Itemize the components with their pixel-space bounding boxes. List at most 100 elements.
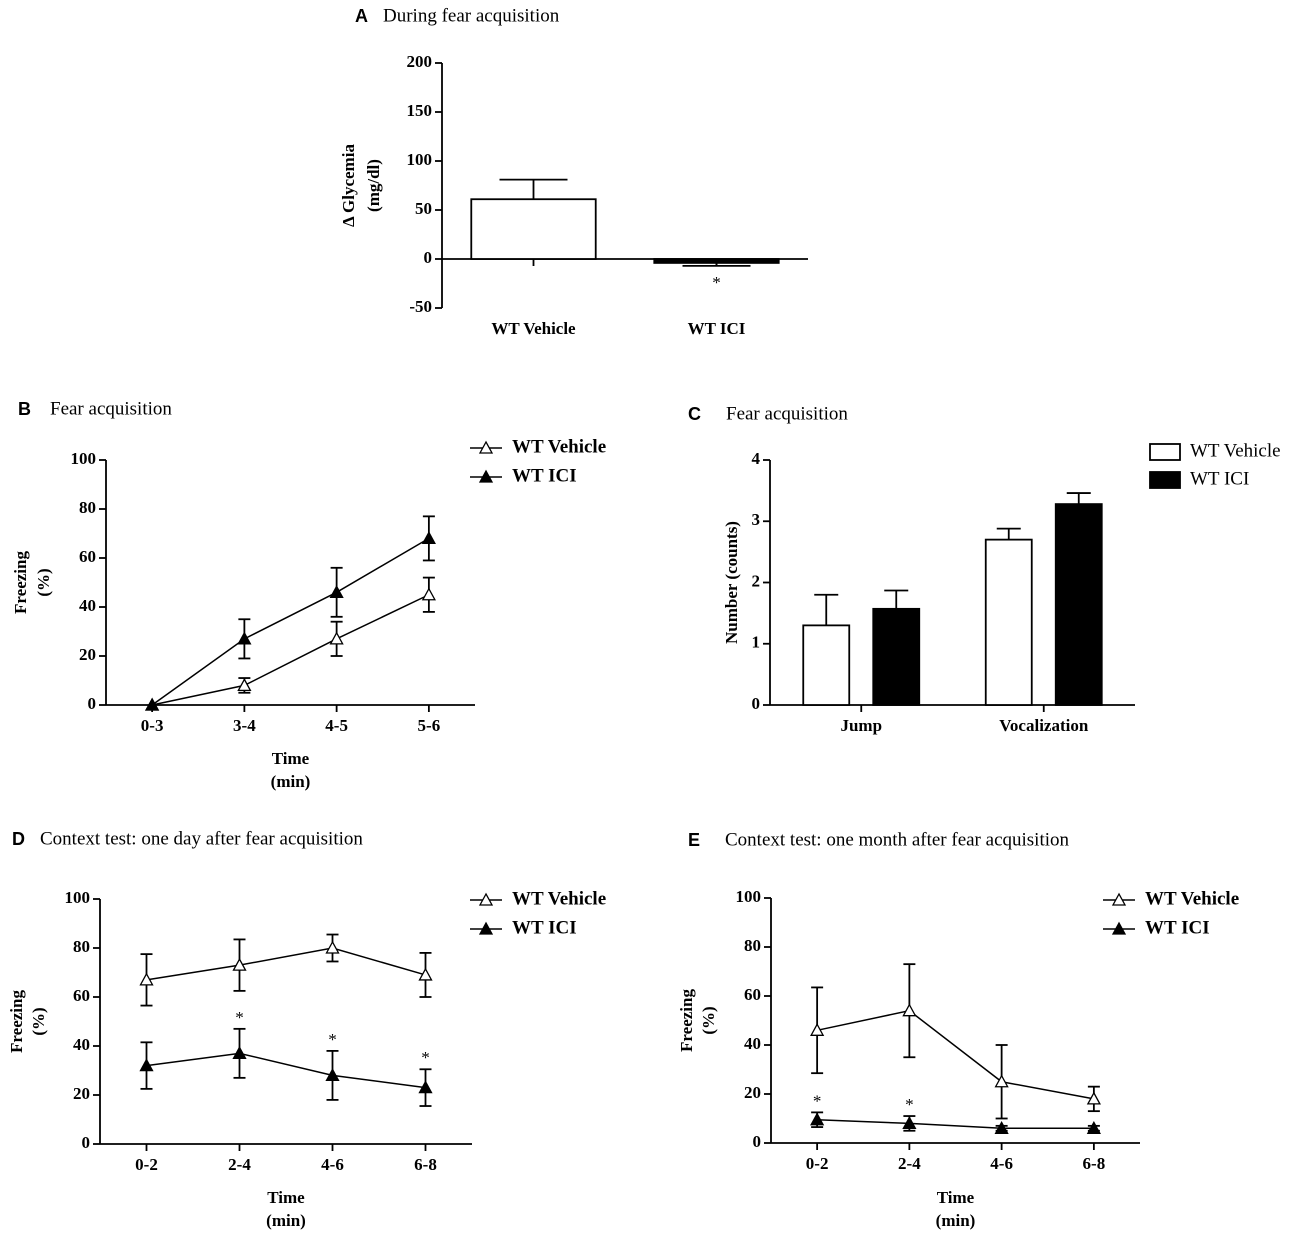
y-tick-label: 20 [79, 645, 96, 664]
series-line [816, 1009, 1095, 1100]
x-tick-label: 3-4 [233, 716, 256, 735]
x-tick-label: 6-8 [414, 1155, 437, 1174]
y-tick-label: 100 [65, 888, 91, 907]
annotation: * [813, 1091, 822, 1110]
x-tick-label: 0-2 [135, 1155, 158, 1174]
marker [139, 972, 154, 986]
chart-title: Context test: one month after fear acqui… [725, 829, 1070, 850]
legend-label: WT ICI [512, 917, 577, 938]
series-line [151, 594, 430, 706]
y-axis-label: Freezing [677, 989, 696, 1052]
x-axis-label: Time [272, 749, 310, 768]
legend-label: WT ICI [1190, 468, 1249, 489]
y-axis-label: (%) [699, 1006, 718, 1034]
x-tick-label: 0-2 [806, 1154, 829, 1173]
bar [470, 198, 597, 260]
y-tick-label: 3 [752, 510, 761, 529]
x-tick-label: 4-6 [990, 1154, 1013, 1173]
chart-title: Fear acquisition [726, 403, 848, 424]
series-line [146, 1052, 426, 1089]
marker [325, 1068, 340, 1082]
x-axis-label: (min) [266, 1211, 306, 1230]
chart-title: Fear acquisition [50, 398, 172, 419]
y-tick-label: 40 [744, 1034, 761, 1053]
y-tick-label: 150 [407, 101, 433, 120]
marker [325, 940, 340, 954]
legend-marker [478, 440, 494, 454]
annotation: * [235, 1008, 244, 1027]
legend-label: WT Vehicle [1190, 440, 1281, 461]
legend-label: WT ICI [512, 465, 577, 486]
y-tick-label: 1 [752, 633, 761, 652]
y-tick-label: 50 [415, 199, 432, 218]
x-tick-label: 2-4 [228, 1155, 251, 1174]
y-tick-label: 0 [752, 694, 761, 713]
marker [902, 1116, 917, 1130]
x-tick-label: WT ICI [688, 319, 746, 338]
marker [810, 1022, 825, 1036]
bar [802, 624, 851, 706]
y-tick-label: 100 [71, 449, 97, 468]
bar [872, 607, 921, 706]
x-tick-label: Jump [840, 716, 882, 735]
x-tick-label: 0-3 [141, 716, 164, 735]
y-tick-label: 40 [79, 596, 96, 615]
x-tick-label: WT Vehicle [491, 319, 576, 338]
y-axis-label: Freezing [11, 551, 30, 614]
bar [984, 538, 1033, 706]
x-axis-label: Time [937, 1188, 975, 1207]
series-line [817, 1118, 1094, 1130]
y-tick-label: 80 [73, 937, 90, 956]
panel-letter: C [688, 404, 701, 424]
marker [1086, 1120, 1101, 1134]
legend-label: WT ICI [1145, 917, 1210, 938]
annotation: * [905, 1095, 914, 1114]
y-tick-label: 2 [752, 571, 761, 590]
legend-marker [478, 921, 494, 935]
panel-letter: D [12, 829, 25, 849]
marker [232, 1045, 247, 1059]
marker [237, 678, 252, 692]
series-line [151, 537, 430, 706]
y-tick-label: 60 [73, 986, 90, 1005]
marker [810, 1112, 825, 1126]
marker [139, 1058, 154, 1072]
marker [418, 1080, 433, 1094]
marker [421, 531, 436, 545]
annotation: * [328, 1030, 337, 1049]
x-tick-label: 4-5 [325, 716, 348, 735]
annotation: * [421, 1048, 430, 1067]
bar [1054, 503, 1103, 706]
marker [902, 1003, 917, 1017]
y-tick-label: 4 [752, 449, 761, 468]
y-axis-label: Δ Glycemia [339, 144, 358, 227]
legend-marker [478, 892, 494, 906]
y-tick-label: 60 [79, 547, 96, 566]
chart-title: Context test: one day after fear acquisi… [40, 828, 363, 849]
legend-label: WT Vehicle [1145, 888, 1239, 909]
legend-marker [478, 469, 494, 483]
legend-label: WT Vehicle [512, 436, 606, 457]
y-axis-label: (%) [29, 1007, 48, 1035]
x-axis-label: Time [267, 1188, 305, 1207]
marker [237, 631, 252, 645]
marker [418, 967, 433, 981]
x-tick-label: 2-4 [898, 1154, 921, 1173]
y-axis-label: Freezing [7, 990, 26, 1053]
y-tick-label: 100 [407, 150, 433, 169]
marker [421, 587, 436, 601]
y-axis-label: (%) [34, 568, 53, 596]
legend-swatch [1149, 471, 1181, 489]
x-axis-label: (min) [936, 1211, 976, 1230]
x-tick-label: Vocalization [999, 716, 1089, 735]
y-tick-label: 80 [744, 936, 761, 955]
panel-letter: E [688, 830, 700, 850]
x-axis-label: (min) [271, 772, 311, 791]
bar [653, 258, 780, 264]
panel-letter: B [18, 399, 31, 419]
legend-marker [1111, 892, 1127, 906]
y-tick-label: 100 [736, 887, 762, 906]
marker [329, 631, 344, 645]
y-tick-label: 40 [73, 1035, 90, 1054]
